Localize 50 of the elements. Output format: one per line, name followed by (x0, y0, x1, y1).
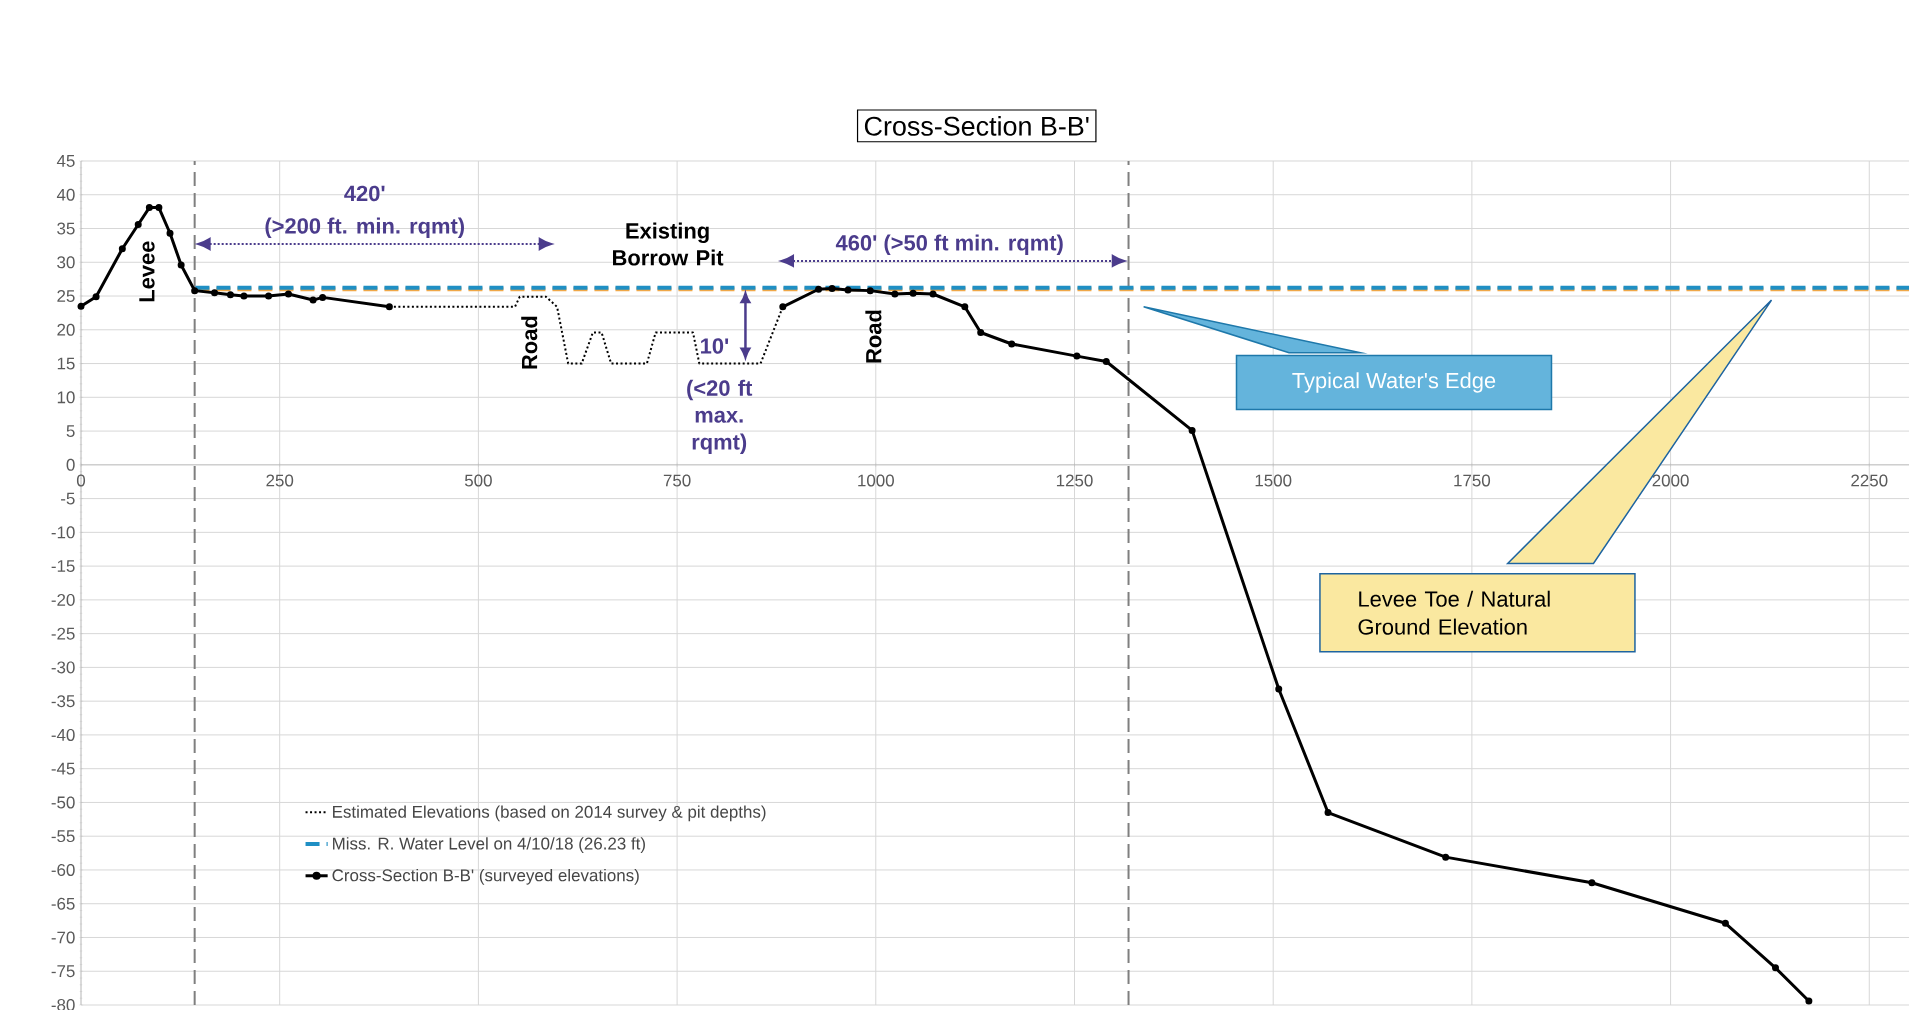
y-tick-label: -40 (51, 728, 75, 741)
legend-label: Cross-Section B-B' (surveyed elevations) (332, 868, 639, 885)
y-tick-label: 45 (56, 155, 75, 167)
annotation: Road (521, 316, 538, 369)
x-tick-label: 1500 (1255, 474, 1292, 487)
annotation: (>200 ft. min. rqmt) (265, 217, 464, 239)
y-tick-label: -20 (51, 593, 75, 606)
y-tick-label: -50 (51, 796, 75, 809)
x-tick-label: 500 (464, 474, 492, 487)
y-tick-label: -45 (51, 762, 75, 775)
annotation: (<20 ft max. rqmt) (687, 379, 753, 454)
y-tick-label: -55 (51, 830, 75, 843)
x-tick-label: 250 (266, 474, 294, 487)
annotation: Levee (139, 241, 155, 302)
chart-title: Cross-Section B-B' (864, 115, 1089, 136)
y-tick-label: -70 (51, 931, 75, 944)
legend-label: Estimated Elevations (based on 2014 survey & pit depths) (333, 805, 766, 822)
y-tick-label: -60 (51, 863, 75, 876)
y-tick-label: -75 (51, 965, 75, 978)
y-tick-label: 20 (57, 323, 75, 336)
x-tick-label: 1250 (1056, 474, 1093, 487)
y-tick-label: -5 (61, 492, 75, 505)
y-tick-label: -25 (51, 627, 75, 640)
y-tick-label: -65 (51, 897, 75, 910)
x-tick-label: 2250 (1851, 474, 1888, 487)
y-tick-label: 25 (57, 290, 75, 303)
annotation: 420' (344, 185, 385, 202)
y-tick-label: -30 (51, 661, 75, 674)
y-tick-label: 0 (66, 458, 75, 471)
y-tick-label: 10 (57, 391, 75, 404)
y-tick-label: 40 (56, 188, 75, 201)
x-tick-label: 0 (76, 474, 86, 487)
y-tick-label: 30 (57, 256, 75, 269)
y-tick-label: 35 (57, 222, 75, 235)
x-tick-label: 750 (663, 474, 691, 487)
x-tick-label: 1750 (1454, 474, 1491, 487)
y-tick-label: 5 (66, 425, 75, 437)
annotation: 460' (>50 ft min. rqmt) (835, 234, 1063, 255)
y-tick-label: 15 (57, 357, 75, 370)
annotation: Levee Toe / Natural Ground Elevation (1358, 590, 1550, 635)
annotation: Typical Water's Edge (1292, 372, 1496, 393)
y-tick-label: -10 (51, 526, 75, 539)
annotation: Existing Borrow Pit (613, 222, 724, 266)
x-tick-label: 1000 (858, 474, 894, 487)
legend-label: Miss. R. Water Level on 4/10/18 (26.23 ft) (333, 837, 645, 853)
y-tick-label: -35 (51, 695, 75, 708)
annotation: 10' (701, 338, 729, 354)
x-tick-label: 2000 (1652, 474, 1689, 487)
y-tick-label: -15 (51, 560, 75, 573)
annotation: Road (865, 310, 882, 363)
